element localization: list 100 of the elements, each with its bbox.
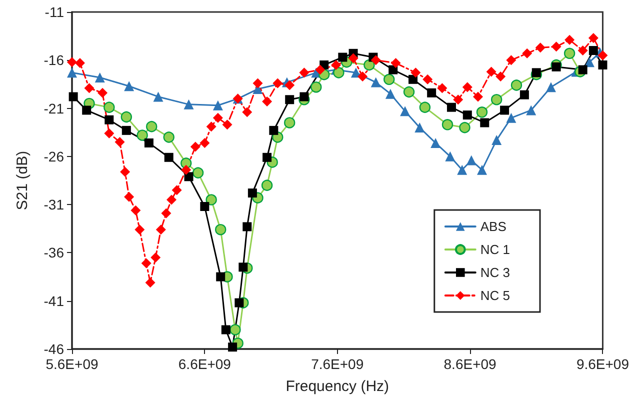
point [588,46,598,56]
point [216,272,226,282]
point [442,119,454,130]
point [94,72,105,82]
point [269,126,278,135]
point [546,82,556,92]
point [480,118,490,128]
legend-label: ABS [480,219,507,234]
point [200,202,210,211]
point [262,152,272,162]
point [414,122,425,133]
point [120,111,132,123]
point [82,106,92,115]
y-tick-label: -36 [44,244,64,261]
point [370,55,381,66]
point [535,42,546,53]
point [403,86,415,98]
point [134,224,145,235]
point [490,94,502,106]
x-tick-label: 7.6E+09 [311,356,364,372]
point [466,155,476,166]
point [284,80,295,90]
point [500,106,510,115]
point [153,92,164,102]
point [172,185,182,196]
x-tick-label: 8.6E+09 [444,356,497,372]
point [446,102,456,112]
legend-label: NC 1 [480,242,510,257]
point [122,126,131,135]
y-axis-title: S21 (dB) [14,150,31,210]
point [453,94,464,105]
point [146,120,158,132]
point [141,258,152,268]
point [130,205,141,216]
legend-label: NC 5 [480,288,510,303]
point [564,34,575,45]
point [230,324,241,336]
point [370,77,381,88]
point [136,130,148,141]
point [526,105,536,116]
y-tick-label: -21 [44,100,64,116]
point [457,164,468,175]
point [206,194,217,206]
point [522,48,532,58]
point [104,115,114,124]
point [124,192,134,202]
point [98,88,108,98]
point [462,110,472,120]
y-tick-label: -31 [44,196,64,213]
point [190,142,200,152]
point [552,62,561,72]
point [310,82,322,93]
point [272,78,283,88]
point [473,92,484,102]
point [331,60,342,70]
point [192,167,204,178]
point [181,164,192,175]
y-tick-label: -41 [44,292,64,309]
point [166,194,177,205]
point [299,68,310,78]
point [156,224,166,235]
point [84,83,94,94]
point [284,117,296,128]
point [163,132,174,143]
point [104,102,115,113]
point [67,68,77,78]
x-tick-label: 6.6E+09 [178,356,232,372]
point [551,42,562,52]
point [74,58,85,68]
point [358,72,368,82]
point [384,74,395,85]
point [215,224,226,236]
point [184,99,194,110]
point [598,50,608,60]
point [506,55,516,66]
point [588,32,598,43]
point [261,180,273,191]
x-tick-label: 5.6E+09 [46,356,98,372]
point [164,152,174,162]
point [422,74,433,84]
point [486,66,496,77]
y-tick-label: -46 [44,341,64,357]
point [532,68,541,78]
point [333,67,344,78]
point [252,78,263,88]
point [437,83,448,94]
point [385,88,396,99]
point [124,81,134,92]
point [492,135,502,146]
point [68,92,78,102]
point [419,102,431,113]
point [445,151,456,162]
point [390,58,401,68]
y-tick-label: -26 [44,148,64,164]
point [67,57,77,68]
point [114,136,125,147]
point [222,120,232,130]
point [212,100,223,110]
y-tick-label: -11 [44,4,64,20]
point [150,252,161,263]
